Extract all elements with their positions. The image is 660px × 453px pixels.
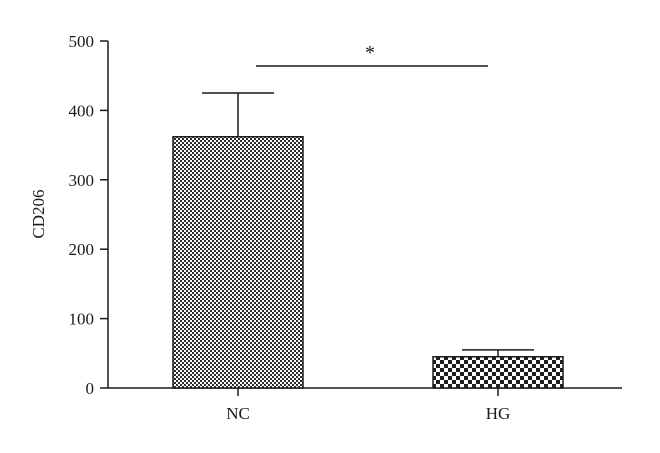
y-tick-label: 200 [69,240,95,259]
y-tick-label: 0 [86,379,95,398]
y-axis-title: CD206 [29,189,48,238]
bar-hg [432,356,564,389]
y-tick-label: 500 [69,32,95,51]
x-tick-label: HG [486,404,511,423]
x-axis: NC HG [108,387,622,423]
y-axis: 0 100 200 300 400 500 [69,32,109,398]
y-tick-label: 300 [69,171,95,190]
y-tick-label: 400 [69,101,95,120]
significance-label: * [365,42,375,64]
bars [172,92,564,389]
significance-annotation: * [256,42,488,67]
bar-nc [172,136,304,389]
y-tick-label: 100 [69,310,95,329]
x-tick-label: NC [226,404,250,423]
